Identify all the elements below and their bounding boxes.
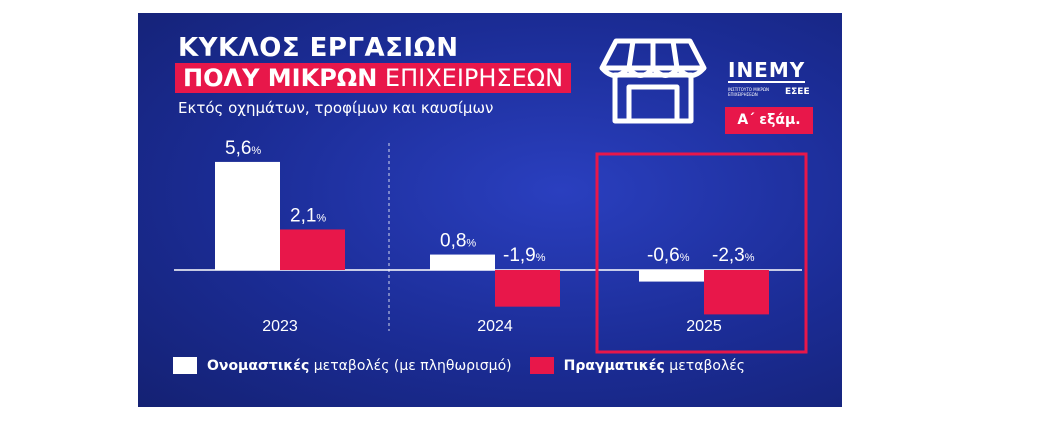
storefront-icon bbox=[599, 38, 707, 124]
category-label-2025: 2025 bbox=[686, 318, 722, 335]
bar-2023-real bbox=[280, 229, 345, 270]
legend-swatch-real bbox=[529, 357, 554, 374]
period-badge: Α΄ εξάμ. bbox=[725, 107, 813, 134]
logo-subtext: ΙΝΣΤΙΤΟΥΤΟ ΜΙΚΡΩΝ ΕΠΙΧΕΙΡΗΣΕΩΝ bbox=[728, 87, 769, 97]
data-label-2025-nominal: -0,6% bbox=[647, 245, 690, 266]
chart-legend: Ονομαστικές μεταβολές (με πληθωρισμό) Πρ… bbox=[173, 357, 745, 374]
data-label-2023-nominal: 5,6% bbox=[225, 138, 261, 159]
highlight-box-2025 bbox=[595, 152, 808, 354]
inemy-logo: INEMY bbox=[728, 58, 806, 83]
bar-chart: 5,6% 2,1% 2023 0,8% -1,9% 2024 -0,6% -2,3% 2025 bbox=[174, 38, 808, 354]
title-rest-part: ΕΠΙΧΕΙΡΗΣΕΩΝ bbox=[377, 64, 564, 92]
bar-2025-real bbox=[704, 270, 769, 315]
legend-swatch-nominal bbox=[173, 357, 197, 374]
data-label-2025-real: -2,3% bbox=[712, 245, 755, 266]
bar-2024-nominal bbox=[430, 254, 495, 270]
data-label-2023-real: 2,1% bbox=[290, 205, 326, 226]
bar-2024-real bbox=[495, 270, 560, 307]
chart-title-line2: ΠΟΛΥ ΜΙΚΡΩΝ ΕΠΙΧΕΙΡΗΣΕΩΝ bbox=[175, 63, 572, 93]
chart-subtitle: Εκτός οχημάτων, τροφίμων και καυσίμων bbox=[178, 99, 494, 117]
legend-real-bold: Πραγματικές bbox=[563, 357, 665, 374]
data-label-2024-nominal: 0,8% bbox=[440, 231, 476, 252]
data-label-2024-real: -1,9% bbox=[503, 245, 546, 266]
bar-2023-nominal bbox=[215, 161, 280, 270]
bar-2025-nominal bbox=[639, 270, 704, 282]
category-label-2024: 2024 bbox=[477, 318, 513, 335]
legend-nominal-rest: μεταβολές (με πληθωρισμό) bbox=[309, 357, 512, 374]
category-label-2023: 2023 bbox=[262, 318, 298, 335]
title-bold-part: ΠΟΛΥ ΜΙΚΡΩΝ bbox=[183, 64, 378, 92]
legend-real-rest: μεταβολές bbox=[664, 357, 746, 374]
bars-group: 5,6% 2,1% 2023 0,8% -1,9% 2024 -0,6% -2,3% 2025 bbox=[215, 138, 769, 335]
legend-nominal-bold: Ονομαστικές bbox=[207, 357, 310, 374]
chart-title-line1: ΚΥΚΛΟΣ ΕΡΓΑΣΙΩΝ bbox=[178, 33, 459, 63]
infographic-card: 5,6% 2,1% 2023 0,8% -1,9% 2024 -0,6% -2,3% 2025 … bbox=[138, 13, 842, 407]
logo-org: ΕΣΕΕ bbox=[785, 87, 810, 97]
